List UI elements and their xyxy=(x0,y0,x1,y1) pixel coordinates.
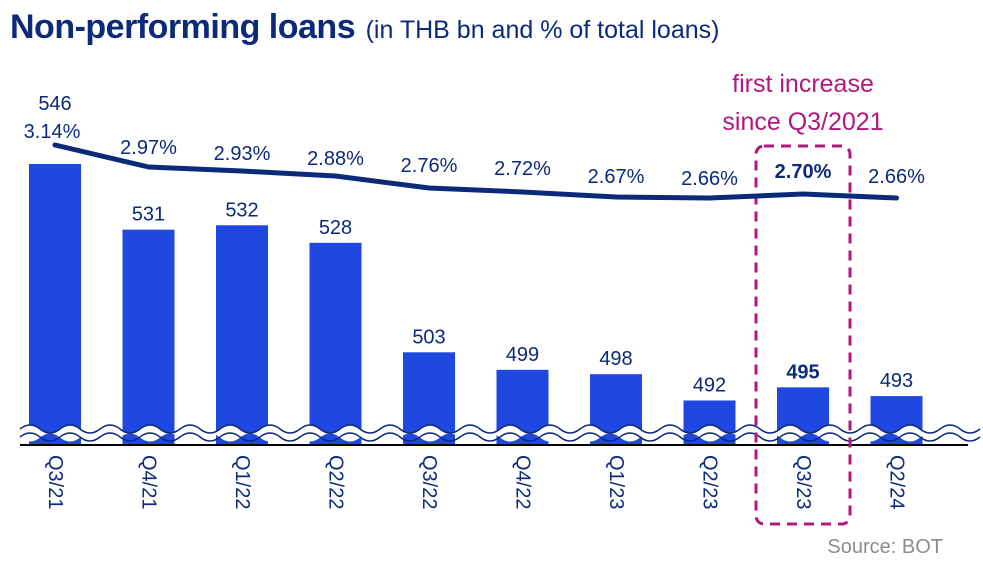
ratio-label-q4-21: 2.97% xyxy=(120,137,177,159)
chart-subtitle: (in THB bn and % of total loans) xyxy=(365,16,720,44)
x-tick-label-q1-23: Q1/23 xyxy=(605,455,627,509)
ratio-label-q1-22: 2.93% xyxy=(214,143,271,165)
ratio-label-q2-23: 2.66% xyxy=(681,168,738,190)
x-tick-label-q2-22: Q2/22 xyxy=(325,455,347,509)
annotation-line-2: since Q3/2021 xyxy=(722,108,883,136)
source-note: Source: BOT xyxy=(827,536,943,558)
ratio-label-q2-22: 2.88% xyxy=(307,148,364,170)
ratio-label-q3-22: 2.76% xyxy=(401,155,458,177)
ratio-label-q2-24: 2.66% xyxy=(868,166,925,188)
bar-value-label-q3-21: 546 xyxy=(38,93,71,115)
axis-break-upper xyxy=(19,424,981,434)
x-tick-label-q3-21: Q3/21 xyxy=(44,455,66,509)
ratio-label-q3-23: 2.70% xyxy=(775,161,832,183)
bar-q2-22 xyxy=(309,242,362,445)
bar-value-label-q2-23: 492 xyxy=(693,374,726,396)
x-tick-label-q1-22: Q1/22 xyxy=(231,455,253,509)
highlight-box xyxy=(754,144,852,526)
bar-q4-21 xyxy=(122,229,175,445)
x-tick-label-q3-23: Q3/23 xyxy=(792,455,814,509)
x-tick-label-q4-21: Q4/21 xyxy=(138,455,160,509)
x-tick-label-q4-22: Q4/22 xyxy=(512,455,534,509)
bar-q3-21 xyxy=(29,163,81,445)
x-tick-label-q3-22: Q3/22 xyxy=(418,455,440,509)
bar-value-label-q1-23: 498 xyxy=(599,348,632,370)
x-tick-label-q2-24: Q2/24 xyxy=(886,455,908,509)
x-tick-label-q2-23: Q2/23 xyxy=(699,455,721,509)
bar-value-label-q1-22: 532 xyxy=(225,199,258,221)
chart-title-row: Non-performing loans (in THB bn and % of… xyxy=(10,8,719,47)
bar-value-label-q3-22: 503 xyxy=(412,326,445,348)
axis-break-lower xyxy=(19,432,981,442)
npl-ratio-line xyxy=(52,142,899,201)
bar-value-label-q3-23: 495 xyxy=(786,361,819,383)
ratio-label-q4-22: 2.72% xyxy=(494,158,551,180)
bar-value-label-q4-21: 531 xyxy=(132,204,165,226)
ratio-label-q1-23: 2.67% xyxy=(588,166,645,188)
bar-value-label-q2-24: 493 xyxy=(880,370,913,392)
bar-value-label-q2-22: 528 xyxy=(319,217,352,239)
chart-title: Non-performing loans xyxy=(10,8,356,46)
bar-value-label-q4-22: 499 xyxy=(506,344,539,366)
bar-q1-22 xyxy=(216,225,268,445)
annotation-line-1: first increase xyxy=(732,70,874,98)
ratio-label-q3-21: 3.14% xyxy=(24,121,81,143)
